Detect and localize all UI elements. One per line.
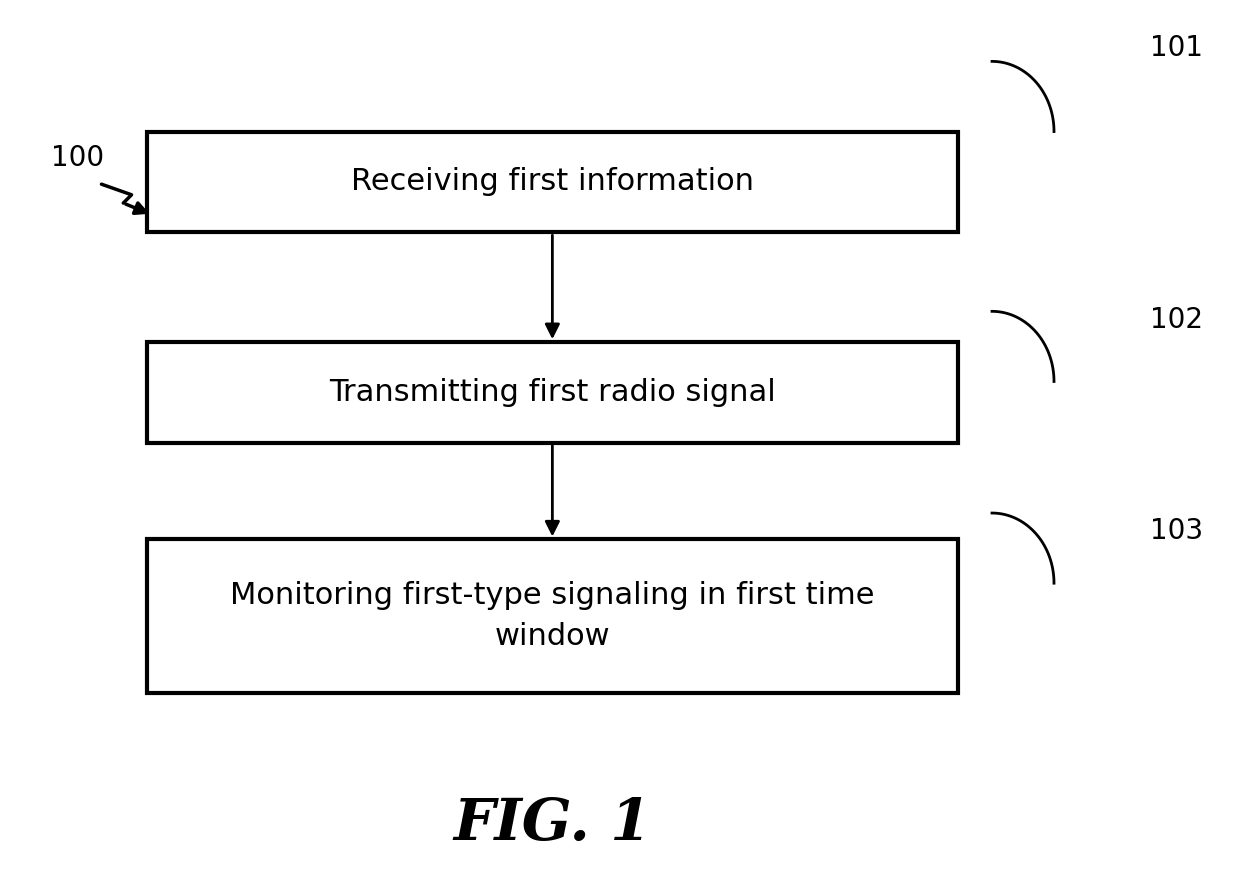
Bar [146,342,959,443]
Text: Transmitting first radio signal: Transmitting first radio signal [329,378,776,407]
Text: Receiving first information: Receiving first information [351,168,754,196]
Text: 101: 101 [1149,34,1203,62]
Text: 100: 100 [51,144,104,172]
Bar [146,132,959,232]
Text: 102: 102 [1149,306,1203,334]
Bar [146,539,959,693]
Text: 103: 103 [1149,517,1203,545]
Text: Monitoring first-type signaling in first time
window: Monitoring first-type signaling in first… [231,581,874,651]
Text: FIG. 1: FIG. 1 [454,796,651,852]
